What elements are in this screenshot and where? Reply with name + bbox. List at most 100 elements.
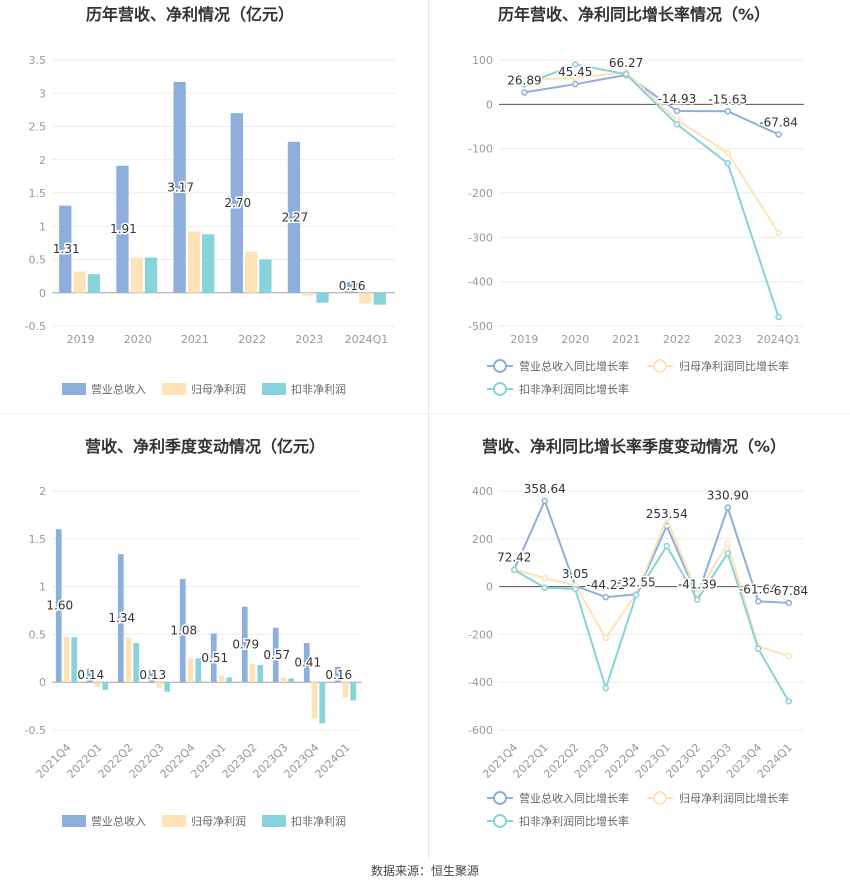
series-point: [633, 591, 640, 599]
bar: [249, 664, 256, 683]
data-label: 2.27: [282, 210, 309, 224]
data-label: 0.57: [263, 648, 290, 662]
x-tick-label: 2020: [124, 333, 152, 346]
bar: [302, 292, 315, 296]
y-tick-label: 100: [472, 54, 493, 67]
legend-swatch: [62, 815, 86, 827]
series-point: [785, 599, 792, 607]
series-line: [513, 498, 789, 604]
series-point: [622, 70, 630, 78]
y-tick-label: -100: [468, 143, 493, 156]
legend-swatch: [62, 383, 86, 395]
series-point: [602, 634, 609, 642]
bar: [156, 682, 163, 688]
y-tick-label: 1: [39, 581, 46, 594]
bar: [303, 643, 310, 683]
bar: [116, 165, 129, 293]
bar: [148, 669, 155, 683]
data-label: 3.05: [562, 567, 589, 581]
series-line: [513, 544, 790, 702]
horizontal-divider: [0, 413, 850, 414]
y-tick-label: 0.5: [29, 628, 47, 641]
series-point: [755, 645, 762, 652]
x-tick-label: 2021: [181, 333, 209, 346]
y-tick-label: 0: [39, 676, 46, 689]
series-point: [602, 593, 609, 601]
series-point: [724, 108, 731, 115]
legend-marker: [493, 814, 507, 828]
annual-growth-rate-chart: 历年营收、净利同比增长率情况（%） 100 0 -100 -200 -300 -400 -50…: [429, 0, 850, 410]
data-label: 2.70: [224, 196, 251, 210]
y-tick-label: -200: [468, 628, 493, 641]
bar: [350, 682, 357, 701]
y-tick-label: 2.5: [29, 121, 47, 134]
legend-label: 扣非净利润同比增长率: [519, 814, 629, 828]
chart-svg: 营收、净利季度变动情况（亿元）21.510.50-0.52021Q42022Q1…: [25, 437, 362, 828]
series-point: [724, 549, 731, 557]
x-tick-label: 2023: [295, 333, 323, 346]
bar: [86, 668, 93, 683]
bar: [311, 682, 318, 719]
data-label: 358.64: [524, 482, 566, 496]
data-label: 0.16: [325, 668, 352, 682]
data-label: 1.08: [170, 624, 197, 638]
series-point: [511, 566, 518, 574]
data-label: -44.21: [586, 578, 625, 592]
y-tick-label: -600: [468, 724, 493, 737]
x-tick-label: 2019: [67, 333, 95, 346]
bar: [73, 271, 86, 293]
series-point: [785, 698, 792, 705]
bar: [334, 666, 341, 683]
data-label: 0.79: [232, 637, 259, 651]
series-point: [755, 598, 762, 605]
bar: [125, 637, 132, 683]
legend-swatch: [162, 383, 186, 395]
data-label: 330.90: [707, 489, 749, 503]
series-point: [572, 80, 579, 88]
data-source: 数据来源：恒生聚源: [370, 864, 479, 878]
data-label: 253.54: [646, 507, 688, 521]
bar: [55, 529, 62, 683]
bar: [202, 234, 215, 293]
legend-marker: [653, 791, 667, 805]
x-tick-label: 2023: [714, 333, 742, 346]
data-label: 0.51: [201, 651, 228, 665]
bar: [373, 292, 386, 305]
data-label: 0.16: [339, 279, 366, 293]
x-tick-label: 2022: [663, 333, 691, 346]
x-tick-label: 2020: [561, 333, 589, 346]
y-tick-label: 2: [39, 154, 46, 167]
bar: [164, 682, 171, 692]
series-point: [775, 313, 782, 321]
bar: [359, 292, 372, 304]
chart-svg: 营收、净利同比增长率季度变动情况（%）4002000-200-400-60020…: [468, 437, 810, 828]
bar: [144, 257, 158, 293]
legend-swatch: [162, 815, 186, 827]
series-line: [513, 515, 790, 657]
series-line: [524, 73, 779, 136]
bar: [133, 643, 140, 683]
y-tick-label: 1.5: [29, 187, 47, 200]
y-tick-label: 0: [486, 581, 493, 594]
bar: [102, 682, 109, 690]
legend-label: 归母净利润: [191, 814, 246, 828]
data-label: 1.60: [46, 599, 73, 613]
chart-title: 历年营收、净利情况（亿元）: [86, 5, 294, 24]
x-tick-label: 2024Q1: [313, 741, 353, 781]
data-label: 1.31: [53, 242, 80, 256]
series-point: [724, 160, 731, 167]
data-label: -15.63: [708, 92, 747, 106]
y-tick-label: -500: [468, 320, 493, 333]
y-tick-label: 3: [39, 87, 46, 100]
legend-label: 归母净利润同比增长率: [679, 359, 789, 373]
data-label: 66.27: [609, 56, 643, 70]
series-point: [785, 652, 792, 660]
data-label: -41.39: [678, 577, 717, 591]
y-tick-label: 400: [472, 485, 493, 498]
bar: [130, 257, 143, 293]
data-label: -14.93: [658, 92, 697, 106]
series-point: [521, 89, 528, 96]
bar: [63, 637, 70, 683]
x-tick-label: 2024Q1: [757, 333, 801, 346]
legend-label: 扣非净利润: [291, 814, 346, 828]
